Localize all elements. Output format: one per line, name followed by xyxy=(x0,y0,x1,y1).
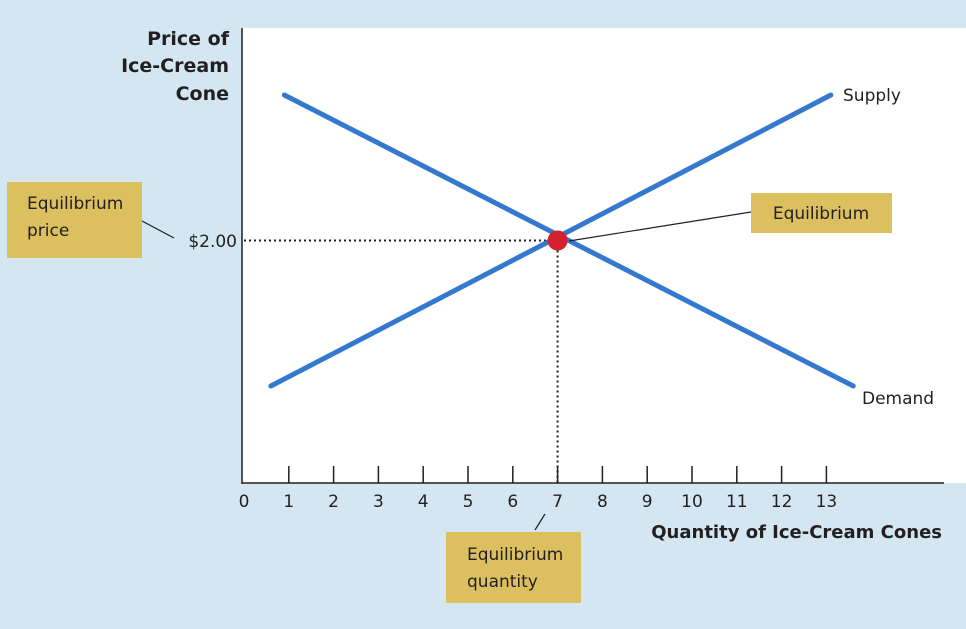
equilibrium-point xyxy=(547,230,568,251)
demand-label: Demand xyxy=(862,389,934,409)
x-tick-label: 12 xyxy=(771,492,793,512)
equilibrium-price-callout-box xyxy=(7,182,142,258)
y-tick-label-price: $2.00 xyxy=(188,232,237,252)
x-tick-label: 1 xyxy=(283,492,294,512)
y-axis-label-line-2: Ice-Cream xyxy=(121,55,229,77)
equilibrium-callout-box xyxy=(751,193,892,233)
equilibrium-quantity-callout-box xyxy=(446,532,581,603)
x-tick-label: 6 xyxy=(507,492,518,512)
y-axis-label-line-1: Price of xyxy=(147,28,230,50)
x-axis-label: Quantity of Ice-Cream Cones xyxy=(651,522,942,543)
y-axis-label-line-3: Cone xyxy=(176,83,229,105)
x-tick-label: 7 xyxy=(552,492,563,512)
x-tick-label: 4 xyxy=(418,492,429,512)
demand-curve xyxy=(281,92,856,389)
x-tick-label: 0 xyxy=(239,492,250,512)
equilibrium-quantity-callout-line-2: quantity xyxy=(467,572,538,592)
x-tick-label: 9 xyxy=(642,492,653,512)
x-tick-label: 5 xyxy=(463,492,474,512)
x-tick-label: 2 xyxy=(328,492,339,512)
equilibrium-callout-text: Equilibrium xyxy=(773,204,869,224)
supply-label: Supply xyxy=(843,86,901,106)
equilibrium-leader-line xyxy=(568,211,752,242)
equilibrium-quantity-callout-line-1: Equilibrium xyxy=(467,545,563,565)
x-tick-label: 13 xyxy=(816,492,838,512)
equilibrium-price-leader-line xyxy=(141,220,175,239)
x-tick-label: 11 xyxy=(726,492,748,512)
x-tick-label: 3 xyxy=(373,492,384,512)
equilibrium-price-callout-line-1: Equilibrium xyxy=(27,194,123,214)
plot-area xyxy=(242,28,966,483)
equilibrium-price-callout-line-2: price xyxy=(27,221,69,241)
x-tick-label: 10 xyxy=(681,492,703,512)
x-ticks: 0 1 2 3 4 5 6 7 8 9 10 11 12 13 xyxy=(239,466,838,512)
equilibrium-quantity-leader-line xyxy=(534,513,546,531)
x-tick-label: 8 xyxy=(597,492,608,512)
